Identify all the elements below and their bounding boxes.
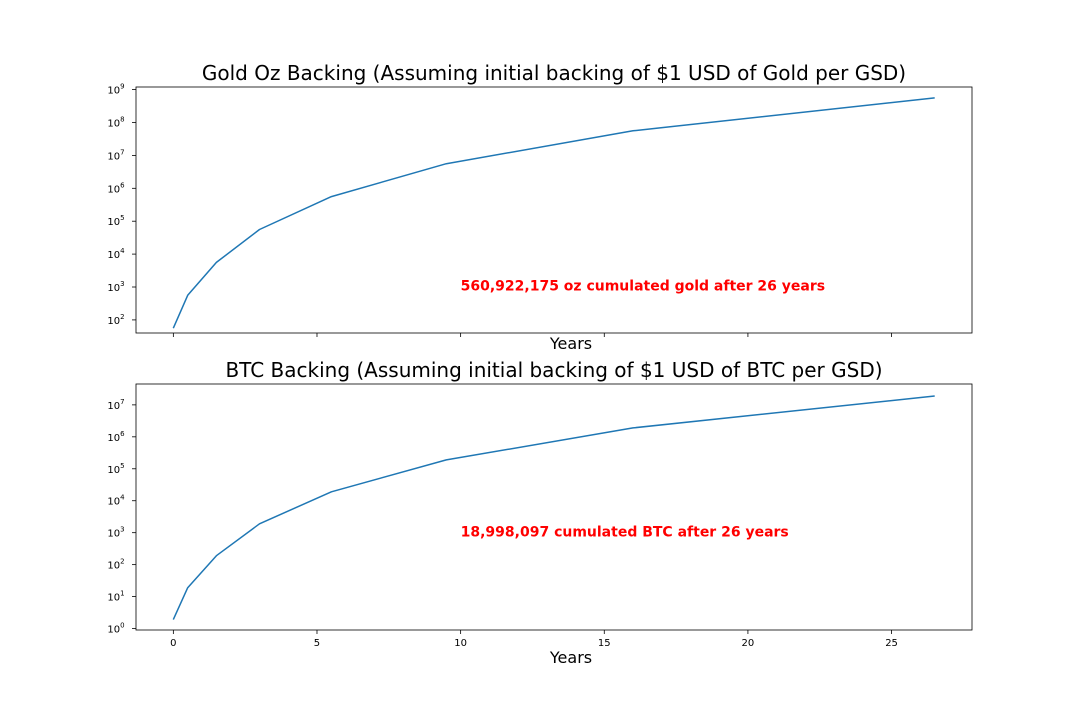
y-tick-label: 102 bbox=[107, 313, 124, 327]
chart-panel-1: BTC Backing (Assuming initial backing of… bbox=[107, 358, 973, 667]
x-tick-label: 10 bbox=[454, 638, 467, 649]
y-tick-label: 109 bbox=[107, 83, 124, 97]
y-tick-label: 104 bbox=[107, 494, 125, 508]
x-axis-label: Years bbox=[549, 334, 592, 353]
x-tick-label: 5 bbox=[314, 638, 320, 649]
y-tick-label: 103 bbox=[107, 526, 124, 540]
y-tick-label: 101 bbox=[107, 590, 124, 604]
y-tick-label: 100 bbox=[107, 622, 124, 636]
x-tick-label: 15 bbox=[598, 638, 611, 649]
y-tick-label: 107 bbox=[107, 148, 124, 162]
y-tick-label: 108 bbox=[107, 116, 124, 130]
x-axis-label: Years bbox=[549, 648, 592, 667]
y-tick-label: 107 bbox=[107, 398, 124, 412]
plot-frame bbox=[135, 86, 973, 334]
series-line bbox=[172, 395, 935, 620]
chart-panel-0: Gold Oz Backing (Assuming initial backin… bbox=[107, 61, 973, 353]
y-tick-label: 106 bbox=[107, 430, 125, 444]
annotation-text: 18,998,097 cumulated BTC after 26 years bbox=[461, 524, 789, 540]
chart-title: Gold Oz Backing (Assuming initial backin… bbox=[202, 61, 906, 85]
y-tick-label: 103 bbox=[107, 280, 124, 294]
y-tick-label: 105 bbox=[107, 462, 124, 476]
y-tick-label: 104 bbox=[107, 247, 125, 261]
y-tick-label: 106 bbox=[107, 181, 125, 195]
series-line bbox=[172, 97, 935, 329]
x-tick-label: 25 bbox=[885, 638, 898, 649]
x-tick-label: 20 bbox=[742, 638, 755, 649]
plot-frame bbox=[135, 383, 973, 631]
y-tick-label: 105 bbox=[107, 214, 124, 228]
annotation-text: 560,922,175 oz cumulated gold after 26 y… bbox=[461, 279, 825, 295]
chart-title: BTC Backing (Assuming initial backing of… bbox=[225, 358, 882, 382]
x-tick-label: 0 bbox=[170, 638, 176, 649]
y-tick-label: 102 bbox=[107, 558, 124, 572]
